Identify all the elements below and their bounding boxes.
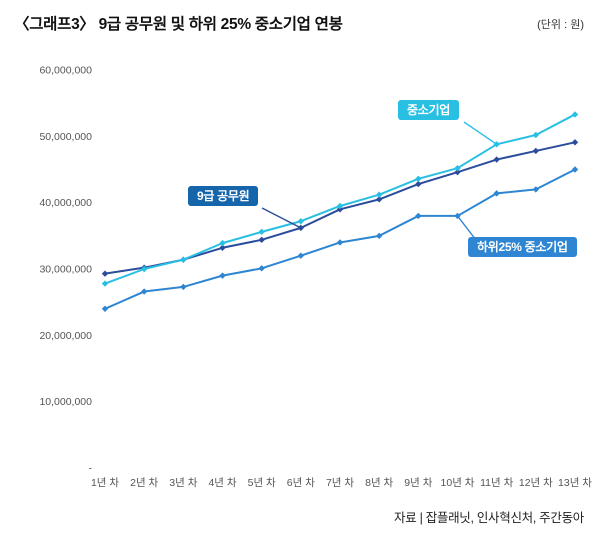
- data-point-marker: [336, 202, 344, 210]
- data-point-marker: [101, 280, 109, 287]
- data-point-marker: [297, 252, 305, 259]
- data-point-marker: [180, 283, 187, 291]
- data-point-marker: [493, 156, 500, 163]
- data-point-marker: [571, 111, 579, 118]
- x-tick-label: 4년 차: [208, 477, 236, 489]
- data-point-marker: [258, 236, 265, 244]
- data-point-marker: [258, 265, 265, 272]
- x-tick-label: 1년 차: [91, 477, 119, 489]
- data-point-marker: [336, 239, 344, 246]
- y-tick-label: 60,000,000: [39, 65, 92, 77]
- data-point-marker: [532, 147, 540, 155]
- data-point-marker: [101, 305, 109, 312]
- data-point-marker: [532, 131, 540, 139]
- series-line: [104, 113, 576, 285]
- data-point-marker: [180, 256, 187, 263]
- series-label-low25: 하위25% 중소기업: [468, 237, 577, 257]
- data-point-marker: [258, 228, 265, 236]
- x-tick-label: 9년 차: [404, 477, 432, 489]
- data-point-marker: [532, 186, 540, 193]
- data-point-marker: [454, 164, 461, 172]
- y-tick-label: 50,000,000: [39, 131, 92, 143]
- annotation-pointer: [456, 215, 477, 241]
- data-point-marker: [140, 288, 148, 295]
- x-tick-label: 7년 차: [326, 477, 354, 489]
- data-point-marker: [219, 244, 226, 251]
- data-point-marker: [415, 180, 422, 188]
- y-tick-label: 20,000,000: [39, 330, 92, 342]
- data-point-marker: [571, 139, 579, 146]
- x-tick-label: 11년 차: [480, 477, 513, 489]
- page-title: 〈그래프3〉 9급 공무원 및 하위 25% 중소기업 연봉: [14, 16, 343, 33]
- x-tick-label: 8년 차: [365, 477, 393, 489]
- annotation-pointer: [463, 121, 498, 145]
- data-point-marker: [336, 206, 344, 213]
- y-tick-label: 10,000,000: [39, 396, 92, 408]
- series-label-sme: 중소기업: [398, 100, 459, 120]
- data-point-marker: [375, 191, 383, 198]
- data-point-marker: [375, 196, 383, 203]
- x-tick-label: 10년 차: [441, 477, 475, 489]
- data-point-marker: [219, 272, 226, 279]
- x-tick-label: 3년 차: [169, 477, 197, 489]
- series-label-gov: 9급 공무원: [188, 186, 259, 206]
- y-tick-label: -: [89, 463, 93, 475]
- x-tick-label: 13년 차: [558, 477, 592, 489]
- data-point-marker: [571, 166, 579, 173]
- x-tick-label: 2년 차: [130, 477, 158, 489]
- source-note: 자료 | 잡플래닛, 인사혁신처, 주간동아: [394, 511, 584, 525]
- data-point-marker: [493, 190, 500, 197]
- data-point-marker: [415, 175, 422, 182]
- annotation-pointer: [261, 207, 302, 229]
- data-point-marker: [297, 218, 305, 225]
- data-point-marker: [375, 232, 383, 240]
- x-tick-label: 5년 차: [248, 477, 276, 489]
- data-point-marker: [415, 212, 422, 220]
- unit-note: (단위 : 원): [537, 19, 584, 31]
- x-tick-label: 12년 차: [519, 477, 553, 489]
- data-point-marker: [140, 265, 148, 273]
- y-tick-label: 40,000,000: [39, 197, 92, 209]
- data-point-marker: [101, 270, 109, 277]
- data-point-marker: [454, 168, 461, 176]
- x-tick-label: 6년 차: [287, 477, 315, 489]
- data-point-marker: [219, 239, 226, 247]
- y-tick-label: 30,000,000: [39, 264, 92, 276]
